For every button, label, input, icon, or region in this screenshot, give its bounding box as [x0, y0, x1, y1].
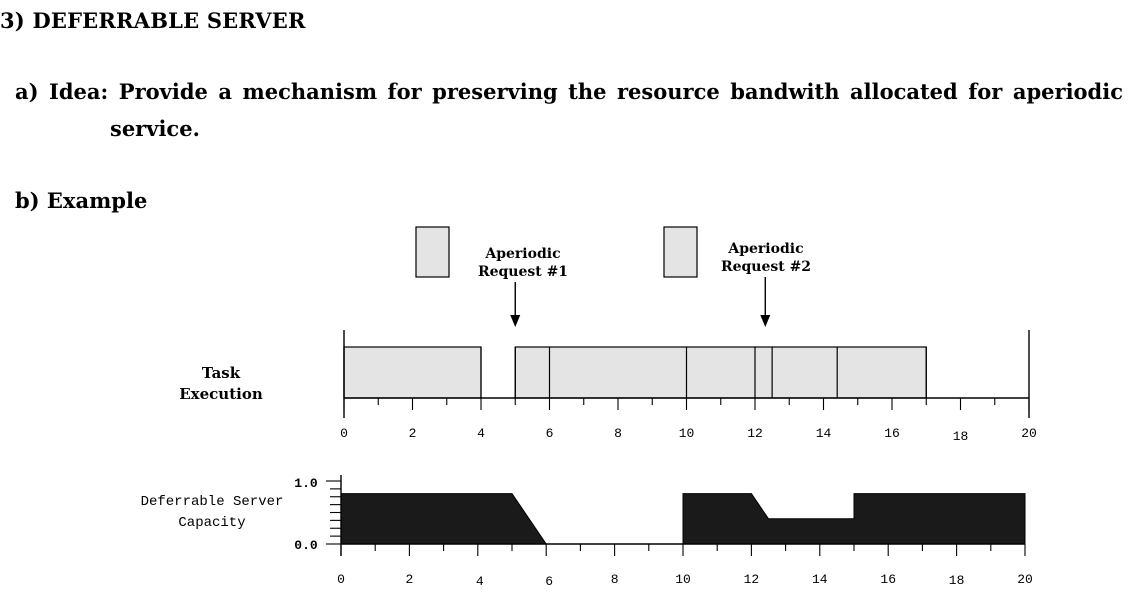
- request-1-label-line1: Aperiodic: [484, 246, 560, 262]
- capacity-label-line2: Capacity: [178, 515, 245, 531]
- capacity-tick-label-10: 10: [675, 572, 691, 587]
- request-2-box: [663, 226, 698, 278]
- example-heading: b) Example: [15, 188, 148, 213]
- request-2-arrow-head: [760, 315, 771, 327]
- capacity-tick-label-4: 4: [476, 574, 484, 589]
- page-title: 3) DEFERRABLE SERVER: [0, 8, 306, 33]
- task-tick-label-6: 6: [546, 426, 554, 441]
- task-busy-segment-1: [514, 346, 927, 399]
- task-tick-label-0: 0: [340, 426, 348, 441]
- capacity-tick-label-16: 16: [880, 572, 896, 587]
- capacity-tick-label-8: 8: [611, 572, 619, 587]
- task-tick-label-16: 16: [884, 426, 900, 441]
- task-execution-label-line1: Task: [202, 364, 241, 382]
- capacity-tick-label-14: 14: [812, 572, 828, 587]
- idea-text-line1: a) Idea: Provide a mechanism for preserv…: [15, 79, 1123, 104]
- capacity-y-min-label: 0.0: [294, 538, 318, 553]
- request-2-label-line2: Request #2: [721, 259, 811, 275]
- capacity-tick-label-18: 18: [949, 573, 965, 588]
- task-execution-chart: 0 2 4 6 8 10 12 14 16 18 20: [340, 277, 1037, 444]
- capacity-area: [340, 493, 1026, 545]
- capacity-tick-label-2: 2: [405, 572, 413, 587]
- task-tick-label-14: 14: [816, 426, 832, 441]
- server-capacity-chart: 0 2 4 6 8 10 12 14 16 18 20: [326, 475, 1033, 589]
- request-1-arrow-head: [510, 315, 521, 327]
- capacity-label-line1: Deferrable Server: [141, 494, 284, 510]
- task-tick-label-20: 20: [1021, 426, 1037, 441]
- capacity-labels: Deferrable Server Capacity 1.0 0.0: [141, 476, 318, 553]
- task-execution-labels: Task Execution: [179, 364, 263, 403]
- capacity-tick-label-12: 12: [744, 572, 760, 587]
- aperiodic-requests: Aperiodic Request #1 Aperiodic Request #…: [415, 226, 811, 280]
- task-tick-label-2: 2: [409, 426, 417, 441]
- capacity-tick-label-6: 6: [545, 574, 553, 589]
- task-busy-segment-0: [343, 346, 482, 399]
- request-1-box: [415, 226, 450, 278]
- task-tick-label-18: 18: [953, 429, 969, 444]
- request-2-label-line1: Aperiodic: [727, 241, 803, 257]
- idea-text-line2: service.: [110, 116, 200, 141]
- capacity-tick-label-20: 20: [1017, 572, 1033, 587]
- task-tick-label-10: 10: [679, 426, 695, 441]
- task-tick-label-8: 8: [614, 426, 622, 441]
- request-1-label-line2: Request #1: [478, 264, 568, 280]
- capacity-tick-label-0: 0: [337, 572, 345, 587]
- task-tick-label-4: 4: [477, 426, 485, 441]
- capacity-y-max-label: 1.0: [294, 476, 318, 491]
- task-tick-label-12: 12: [747, 426, 763, 441]
- task-execution-label-line2: Execution: [179, 385, 263, 403]
